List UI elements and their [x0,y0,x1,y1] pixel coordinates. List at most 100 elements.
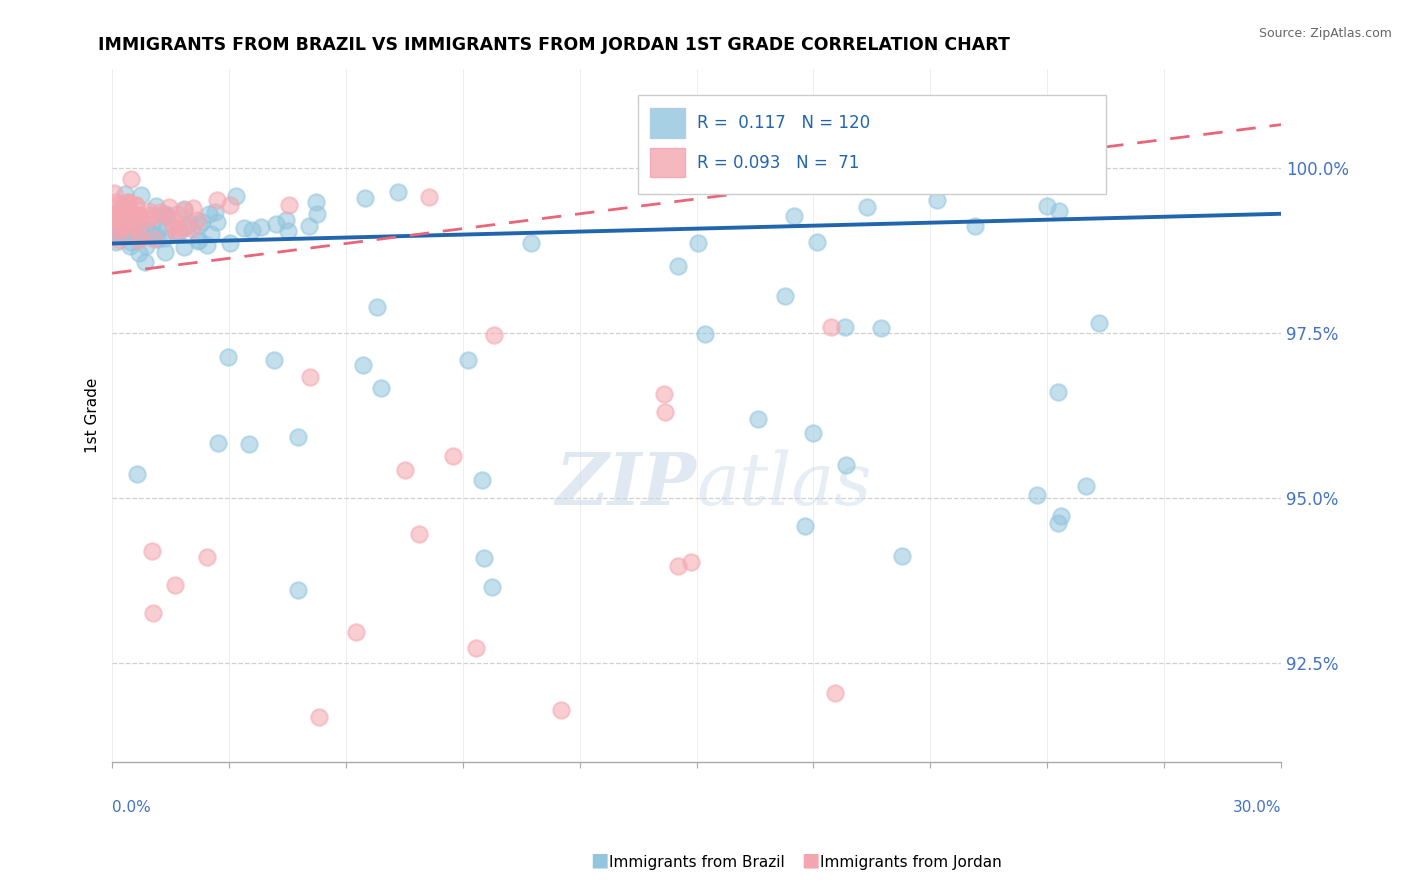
Point [277,224,299,238]
Text: 30.0%: 30.0% [1233,800,1281,815]
Point [891,549,914,564]
Point [287,583,309,598]
Point [801,426,824,441]
Point [121,211,143,225]
Point [121,219,143,233]
Point [163,578,186,592]
Point [264,217,287,231]
Point [173,220,195,235]
Point [263,353,285,368]
Point [177,216,200,230]
Point [112,216,135,230]
Point [149,205,172,219]
Point [181,201,204,215]
Point [191,215,214,229]
Point [366,300,388,314]
Point [103,186,125,200]
Point [134,254,156,268]
Point [305,195,328,210]
Point [204,205,226,219]
Point [793,519,815,533]
Point [156,219,179,233]
Point [165,226,187,240]
Point [141,543,163,558]
Point [408,527,430,541]
Point [1026,488,1049,502]
Point [195,238,218,252]
Point [287,429,309,443]
Point [169,225,191,239]
Point [277,198,299,212]
Point [1050,508,1073,523]
Point [128,208,150,222]
Point [775,289,797,303]
Point [205,215,228,229]
Point [121,209,143,223]
Point [747,411,769,425]
Point [135,239,157,253]
Text: Immigrants from Brazil: Immigrants from Brazil [609,855,785,870]
Point [124,216,146,230]
Point [103,219,125,234]
Point [104,227,127,241]
Point [148,222,170,236]
Point [117,202,139,217]
Point [120,235,142,250]
Point [108,219,131,234]
Point [550,703,572,717]
Point [250,220,273,235]
Point [482,328,505,343]
Point [820,320,842,334]
Point [187,234,209,248]
Point [155,207,177,221]
Point [142,607,165,621]
Point [666,559,689,574]
Point [127,210,149,224]
Point [471,473,494,487]
Point [103,221,125,235]
Point [149,208,172,222]
Point [122,225,145,239]
Text: atlas: atlas [696,450,872,520]
Point [128,216,150,230]
Point [387,185,409,199]
Point [118,219,141,234]
Point [441,449,464,463]
Point [187,233,209,247]
Point [118,238,141,252]
Point [122,229,145,244]
Point [481,580,503,594]
Point [107,222,129,236]
Point [114,201,136,215]
Point [370,381,392,395]
Point [344,624,367,639]
Point [159,212,181,227]
Point [693,327,716,342]
Point [824,686,846,700]
Point [242,223,264,237]
Point [166,207,188,221]
Point [173,240,195,254]
Point [157,200,180,214]
Point [138,208,160,222]
Point [218,198,240,212]
Bar [650,108,685,138]
Point [115,196,138,211]
Point [1036,198,1059,212]
Point [105,212,128,227]
Bar [650,148,685,178]
Point [104,205,127,219]
Point [112,214,135,228]
Point [834,319,856,334]
Point [114,219,136,233]
Point [127,233,149,247]
Point [721,175,744,189]
Point [1076,479,1098,493]
Point [122,219,145,233]
Point [654,405,676,419]
Point [118,212,141,227]
Point [806,235,828,249]
Point [299,369,322,384]
Point [104,211,127,225]
Point [103,219,125,233]
